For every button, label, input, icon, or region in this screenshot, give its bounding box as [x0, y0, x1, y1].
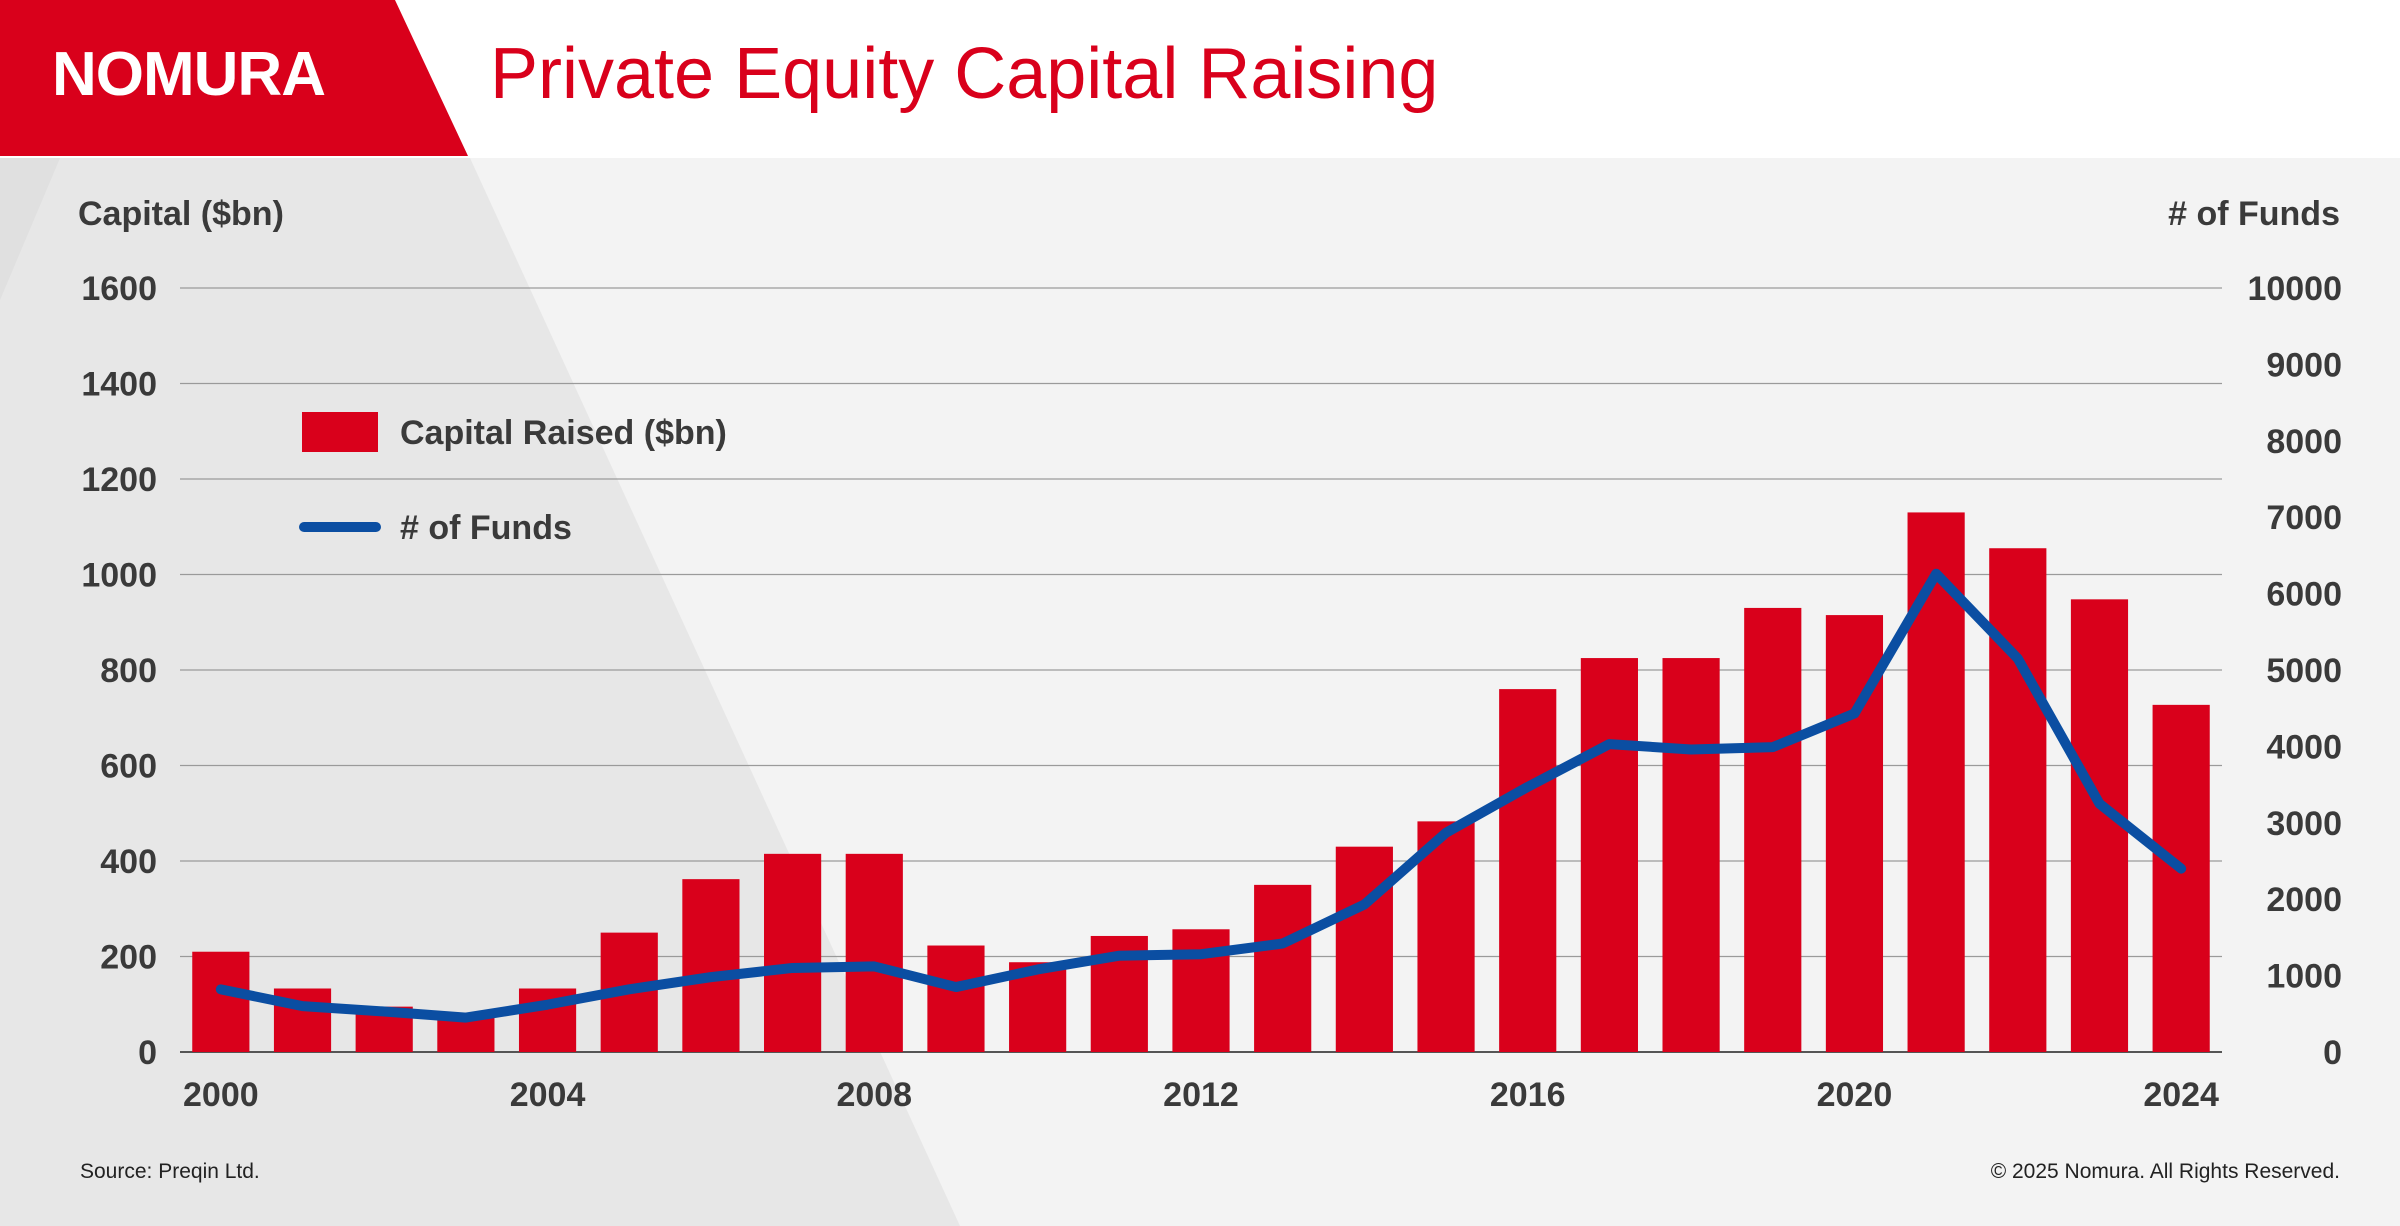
x-tick-label: 2004: [510, 1076, 586, 1114]
y-left-tick-label: 800: [100, 652, 157, 690]
bar-2009: [927, 945, 985, 1052]
y-right-tick-label: 4000: [2266, 728, 2342, 766]
bar-2000: [192, 951, 250, 1052]
y-right-tick-label: 2000: [2266, 881, 2342, 919]
y-right-tick-label: 8000: [2266, 423, 2342, 461]
x-tick-label: 2000: [183, 1076, 259, 1114]
bar-2018: [1662, 658, 1720, 1052]
legend-label-capital: Capital Raised ($bn): [400, 414, 727, 452]
right-axis-title: # of Funds: [2168, 195, 2340, 233]
y-left-tick-label: 1000: [81, 557, 157, 595]
y-left-tick-label: 0: [138, 1034, 157, 1072]
y-left-tick-label: 1400: [81, 366, 157, 404]
y-right-tick-label: 5000: [2266, 652, 2342, 690]
y-left-tick-label: 600: [100, 748, 157, 786]
bar-2013: [1254, 884, 1312, 1052]
y-right-tick-label: 1000: [2266, 958, 2342, 996]
bar-2016: [1499, 689, 1557, 1052]
y-left-tick-label: 1200: [81, 461, 157, 499]
x-tick-label: 2012: [1163, 1076, 1239, 1114]
bar-2007: [764, 853, 822, 1052]
y-left-tick-label: 200: [100, 939, 157, 977]
legend-label-funds: # of Funds: [400, 509, 572, 547]
y-right-tick-label: 6000: [2266, 576, 2342, 614]
y-right-tick-label: 7000: [2266, 499, 2342, 537]
bar-2006: [682, 879, 740, 1052]
bar-2008: [845, 853, 903, 1052]
header: NOMURA Private Equity Capital Raising: [0, 0, 2400, 158]
y-left-tick-label: 400: [100, 843, 157, 881]
page-title: Private Equity Capital Raising: [490, 34, 1439, 114]
bar-2023: [2070, 599, 2129, 1052]
copyright-note: © 2025 Nomura. All Rights Reserved.: [1990, 1160, 2340, 1183]
logo-background: [0, 0, 468, 156]
y-left-tick-label: 1600: [81, 270, 157, 308]
bar-2019: [1744, 607, 1802, 1052]
bar-2014: [1335, 846, 1393, 1052]
bar-2017: [1580, 658, 1638, 1052]
source-note: Source: Preqin Ltd.: [80, 1160, 260, 1183]
bar-2015: [1417, 821, 1475, 1052]
y-right-tick-label: 9000: [2266, 346, 2342, 384]
nomura-logo: NOMURA: [52, 40, 326, 109]
y-right-tick-label: 10000: [2247, 270, 2342, 308]
bar-2022: [1989, 548, 2047, 1052]
x-tick-label: 2008: [836, 1076, 912, 1114]
funds-series-line: [215, 568, 2187, 1023]
x-tick-label: 2024: [2143, 1076, 2219, 1114]
x-tick-label: 2020: [1817, 1076, 1893, 1114]
bar-2024: [2152, 704, 2210, 1052]
x-tick-label: 2016: [1490, 1076, 1566, 1114]
legend-swatch-capital: [302, 412, 378, 452]
y-right-tick-label: 3000: [2266, 805, 2342, 843]
y-right-tick-label: 0: [2323, 1034, 2342, 1072]
left-axis-title: Capital ($bn): [78, 195, 284, 233]
